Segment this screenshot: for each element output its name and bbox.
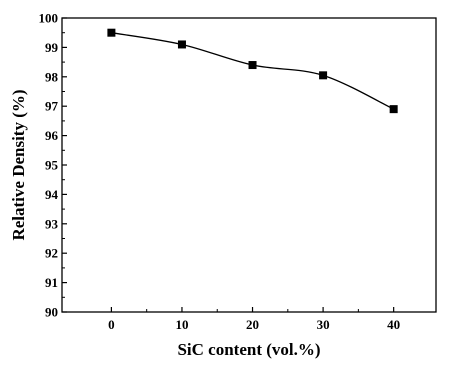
y-tick-label: 95 [45, 158, 59, 173]
x-axis-ticks: 0 10 20 30 40 [108, 307, 400, 332]
y-tick-label: 93 [45, 216, 59, 231]
x-tick-label: 10 [175, 317, 188, 332]
data-point [319, 71, 328, 80]
y-tick-label: 96 [45, 128, 59, 143]
y-axis-ticks: 90 91 92 93 94 95 96 97 98 99 100 [39, 11, 67, 320]
data-point [389, 105, 398, 114]
y-axis-title: Relative Density (%) [9, 89, 28, 240]
y-tick-label: 99 [45, 40, 59, 55]
y-tick-label: 100 [39, 11, 59, 26]
data-points [107, 28, 398, 114]
x-tick-label: 20 [246, 317, 259, 332]
y-tick-label: 91 [45, 275, 58, 290]
y-tick-label: 97 [45, 99, 59, 114]
data-point [107, 28, 116, 37]
y-tick-label: 98 [45, 69, 59, 84]
x-tick-label: 0 [108, 317, 115, 332]
x-tick-label: 40 [387, 317, 400, 332]
y-tick-label: 92 [45, 246, 58, 261]
data-point [177, 40, 186, 49]
data-point [248, 61, 257, 70]
y-tick-label: 90 [45, 305, 58, 320]
x-tick-label: 30 [317, 317, 330, 332]
fit-curve [111, 32, 394, 110]
y-tick-label: 94 [45, 187, 59, 202]
x-axis-title: SiC content (vol.%) [177, 340, 320, 359]
